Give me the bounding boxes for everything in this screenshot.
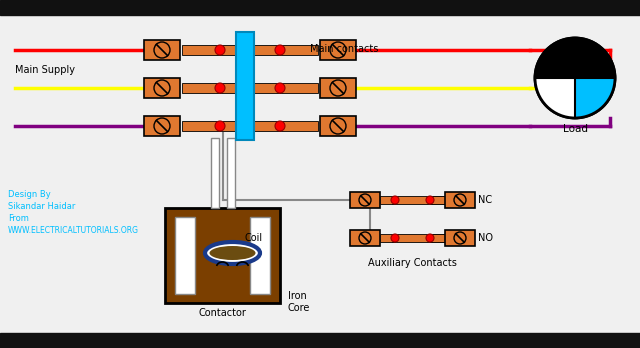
Wedge shape <box>535 78 575 118</box>
Text: Contactor: Contactor <box>198 308 246 318</box>
Ellipse shape <box>209 246 255 260</box>
Bar <box>380 234 395 242</box>
FancyBboxPatch shape <box>144 116 180 136</box>
Text: NO: NO <box>478 233 493 243</box>
FancyBboxPatch shape <box>445 192 475 208</box>
Text: From: From <box>8 214 29 223</box>
Bar <box>250 217 270 294</box>
Circle shape <box>215 45 225 55</box>
Text: Main contacts: Main contacts <box>310 44 378 54</box>
Text: NC: NC <box>478 195 492 205</box>
Text: Sikandar Haidar: Sikandar Haidar <box>8 202 76 211</box>
Bar <box>0 333 640 348</box>
Circle shape <box>426 234 434 242</box>
Bar <box>182 45 220 55</box>
Text: Main Supply: Main Supply <box>15 65 75 75</box>
Bar <box>392 196 451 204</box>
Circle shape <box>535 38 615 118</box>
Bar <box>280 121 318 131</box>
Bar <box>392 234 451 242</box>
FancyBboxPatch shape <box>320 78 356 98</box>
Bar <box>280 83 318 93</box>
Bar <box>175 217 195 294</box>
FancyBboxPatch shape <box>144 40 180 60</box>
Circle shape <box>215 83 225 93</box>
Wedge shape <box>535 38 615 78</box>
Bar <box>280 45 318 55</box>
Bar <box>220 121 280 131</box>
Bar <box>220 83 280 93</box>
Text: Coil: Coil <box>244 233 262 243</box>
FancyBboxPatch shape <box>320 116 356 136</box>
FancyBboxPatch shape <box>350 192 380 208</box>
Circle shape <box>275 45 285 55</box>
FancyBboxPatch shape <box>445 230 475 246</box>
Circle shape <box>275 83 285 93</box>
Wedge shape <box>575 78 615 118</box>
Bar <box>211 138 218 208</box>
FancyBboxPatch shape <box>144 78 180 98</box>
Circle shape <box>391 196 399 204</box>
FancyBboxPatch shape <box>350 230 380 246</box>
Bar <box>182 83 220 93</box>
Bar <box>165 208 280 303</box>
Circle shape <box>215 121 225 131</box>
Ellipse shape <box>205 242 260 264</box>
FancyBboxPatch shape <box>320 40 356 60</box>
Text: Iron
Core: Iron Core <box>288 291 310 313</box>
Bar <box>220 45 280 55</box>
Text: WWW.ELECTRICALTUTORIALS.ORG: WWW.ELECTRICALTUTORIALS.ORG <box>8 226 139 235</box>
Circle shape <box>391 234 399 242</box>
Circle shape <box>275 121 285 131</box>
Bar <box>430 234 445 242</box>
Bar <box>380 196 395 204</box>
Bar <box>236 32 254 140</box>
Circle shape <box>426 196 434 204</box>
Bar <box>430 196 445 204</box>
Bar <box>0 0 640 15</box>
Text: Auxiliary Contacts: Auxiliary Contacts <box>368 258 457 268</box>
Text: Load: Load <box>563 124 588 134</box>
Text: Design By: Design By <box>8 190 51 199</box>
Bar <box>227 138 234 208</box>
Bar <box>182 121 220 131</box>
